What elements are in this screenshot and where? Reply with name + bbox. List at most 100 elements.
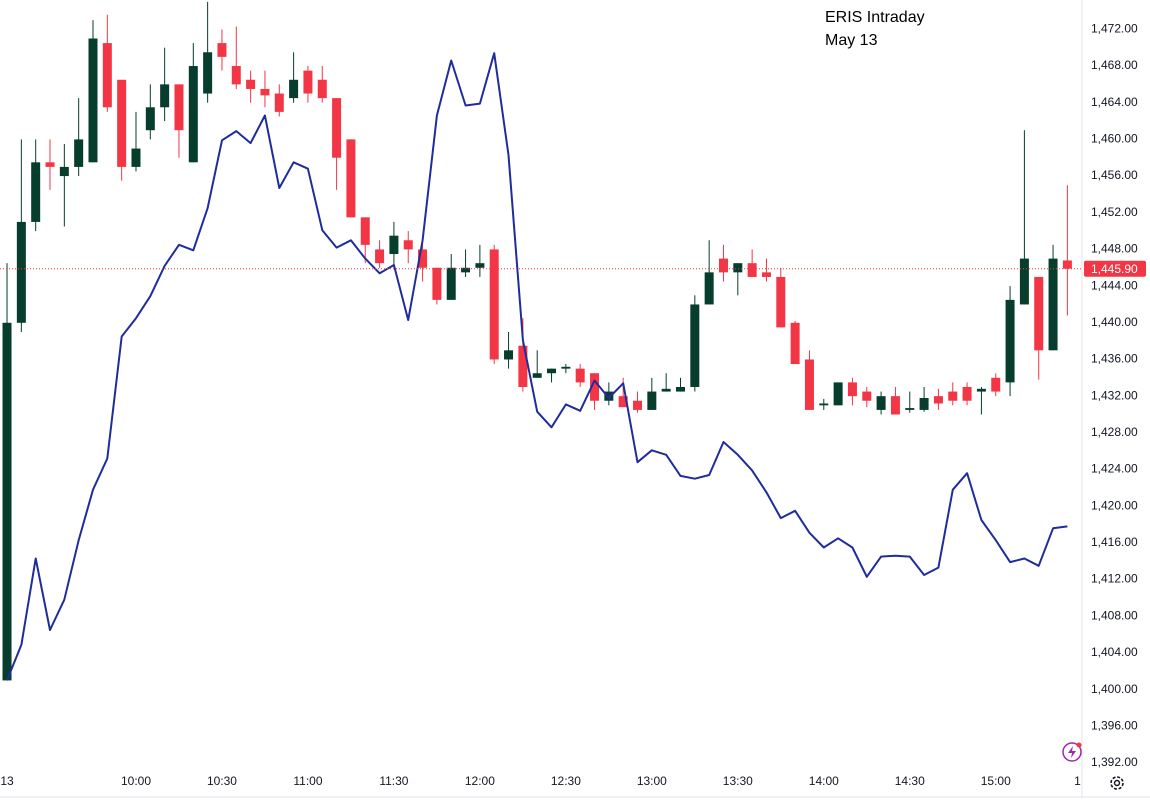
candle-body [188,66,198,163]
candle-body [1048,258,1058,351]
x-tick-label: 13 [0,774,14,788]
candle-body [575,368,585,383]
candle-body [360,217,370,245]
candle-body [532,373,542,378]
y-tick-label: 1,444.00 [1091,278,1138,292]
candle-body [1062,260,1072,269]
candle-body [504,350,514,360]
candle-body [876,396,886,410]
y-tick-label: 1,460.00 [1091,132,1138,146]
y-tick-label: 1,400.00 [1091,682,1138,696]
candle-body [246,79,256,89]
candle-body [661,388,671,392]
candle-body [203,52,213,94]
candle-body [991,377,1001,392]
y-tick-label: 1,436.00 [1091,352,1138,366]
candle-body [303,70,313,94]
x-tick-label: 11:30 [379,774,408,788]
y-tick-label: 1,464.00 [1091,95,1138,109]
x-tick-label: 1 [1074,774,1081,788]
alert-icon[interactable] [1062,742,1082,762]
y-tick-label: 1,432.00 [1091,388,1138,402]
x-tick-label: 10:30 [207,774,237,788]
last-price-label: 1,445.90 [1091,262,1138,276]
candle-body [102,43,112,108]
overlay-line [6,52,1068,681]
candle-body [145,107,155,131]
candle-body [88,38,98,163]
candle-body [446,267,456,300]
candle-body [776,276,786,328]
candle-body [633,400,643,410]
candle-body [346,139,356,218]
candle-body [289,79,299,99]
candle-body [862,391,872,401]
candle-body [375,249,385,264]
candle-body [489,249,499,360]
y-tick-label: 1,448.00 [1091,242,1138,256]
y-tick-label: 1,396.00 [1091,718,1138,732]
candle-body [747,263,757,277]
y-tick-label: 1,440.00 [1091,315,1138,329]
alert-dot [1076,742,1082,748]
candle-body [647,391,657,410]
candle-body [475,263,485,268]
candle-body [804,359,814,410]
candle-body [618,396,628,408]
x-tick-label: 12:00 [465,774,495,788]
y-tick-label: 1,452.00 [1091,205,1138,219]
candle-body [976,388,986,392]
chart-title: ERIS Intraday [825,9,925,26]
chart-subtitle: May 13 [825,32,878,49]
alert-bolt [1068,746,1076,758]
axes: 1,392.00 1,396.00 1,400.00 1,404.00 1,408.00… [0,22,1146,788]
candle-body [604,391,614,401]
candle-body [117,79,127,167]
gear-outer [1110,776,1124,790]
y-tick-label: 1,408.00 [1091,608,1138,622]
candle-body [518,345,528,387]
candle-body [718,258,728,273]
y-tick-label: 1,416.00 [1091,535,1138,549]
y-tick-label: 1,428.00 [1091,425,1138,439]
settings-icon[interactable] [1110,776,1124,790]
x-tick-label: 10:00 [121,774,151,788]
y-tick-label: 1,424.00 [1091,462,1138,476]
candle-body [461,267,471,273]
y-tick-label: 1,392.00 [1091,755,1138,769]
alert-circle [1062,742,1082,762]
candle-body [2,322,12,681]
x-tick-label: 15:00 [981,774,1011,788]
candle-body [547,368,557,374]
plot-area [0,1,1082,681]
candle-body [790,322,800,365]
candle-body [1019,258,1029,305]
candle-body [919,397,929,410]
candle-body [948,391,958,401]
y-tick-label: 1,472.00 [1091,22,1138,36]
y-tick-label: 1,412.00 [1091,572,1138,586]
y-tick-label: 1,420.00 [1091,498,1138,512]
candle-body [217,43,227,57]
candle-body [733,263,743,273]
candle-body [962,386,972,401]
gear-inner [1113,779,1121,787]
candle-body [704,272,714,305]
candle-body [847,382,857,397]
x-tick-label: 11:00 [293,774,322,788]
candle-body [16,221,26,323]
candle-body [933,396,943,404]
candle-body [174,84,184,131]
last-price-badge [1084,260,1146,277]
candle-body [1005,299,1015,383]
candle-body [160,84,170,108]
x-tick-label: 12:30 [551,774,581,788]
candle-body [45,162,55,167]
x-tick-label: 13:00 [637,774,667,788]
candle-body [74,139,84,167]
candle-body [418,249,428,268]
candle-body [260,88,270,96]
candle-body [690,304,700,387]
candle-body [1034,276,1044,351]
